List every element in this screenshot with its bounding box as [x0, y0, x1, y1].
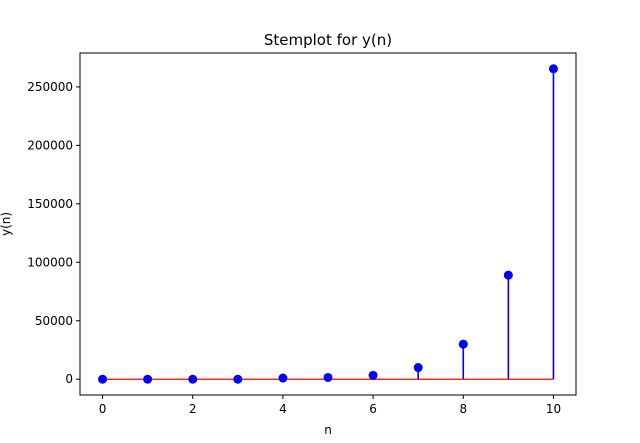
stem-marker — [143, 374, 153, 384]
y-tick-label: 200000 — [27, 138, 73, 152]
y-tick-label: 0 — [65, 372, 73, 386]
y-tick-label: 50000 — [35, 314, 73, 328]
stem-marker — [323, 372, 333, 382]
y-tick-label: 250000 — [27, 80, 73, 94]
stem-marker — [548, 64, 558, 74]
stem-marker — [413, 363, 423, 373]
chart-title: Stemplot for y(n) — [264, 31, 392, 49]
stem-marker — [233, 374, 243, 384]
x-axis-label: n — [324, 423, 332, 437]
axes-frame — [79, 52, 577, 396]
plot-area: 0 2 4 6 8 10 0 50000 100000 150000 200000 250000 — [27, 52, 577, 416]
y-tick-label: 150000 — [27, 197, 73, 211]
stem-marker — [278, 373, 288, 383]
x-tick-label: 10 — [546, 402, 561, 416]
x-tick-label: 6 — [369, 402, 377, 416]
x-tick-label: 8 — [459, 402, 467, 416]
y-tick-label: 100000 — [27, 255, 73, 269]
stem-marker — [98, 374, 108, 384]
stem-marker — [503, 270, 513, 280]
y-axis-label: y(n) — [0, 212, 13, 236]
x-tick-label: 2 — [189, 402, 197, 416]
x-tick-label: 4 — [279, 402, 287, 416]
stem-marker — [188, 374, 198, 384]
stem-marker — [458, 339, 468, 349]
stem-marker — [368, 370, 378, 380]
x-tick-label: 0 — [99, 402, 107, 416]
